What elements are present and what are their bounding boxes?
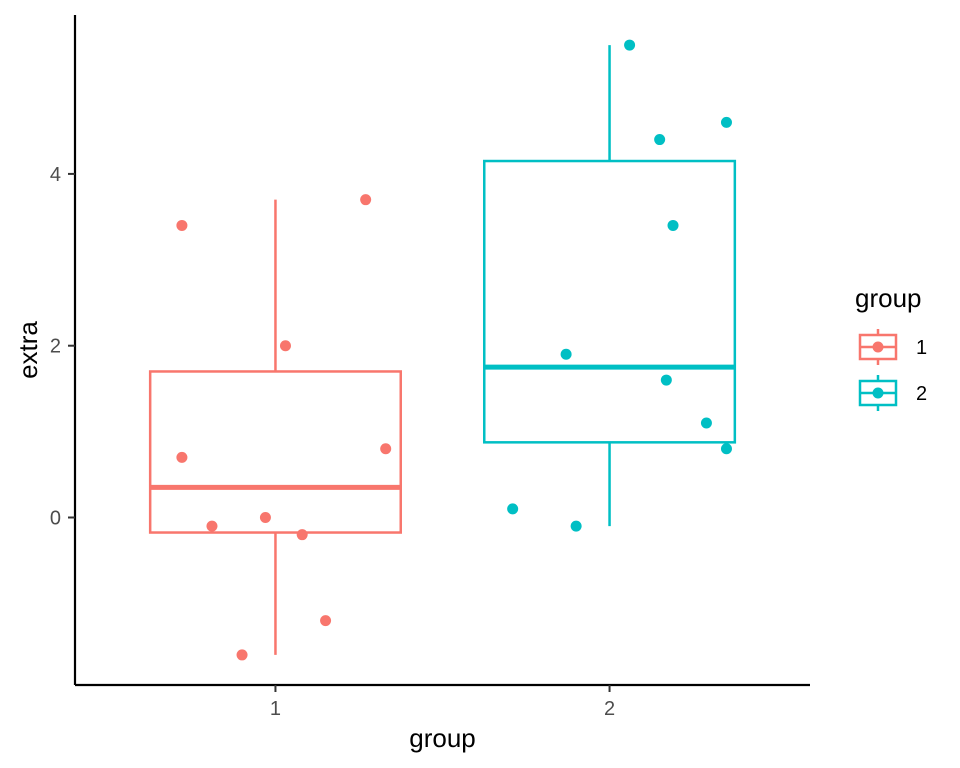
data-point [720,116,732,128]
data-point [380,443,392,455]
legend-key-point [872,387,884,399]
data-point [507,503,519,515]
data-point [176,451,188,463]
data-point [206,520,218,532]
x-tick-label: 1 [270,698,281,720]
data-point [624,39,636,51]
data-point [667,219,679,231]
legend-entries: 12 [858,329,927,411]
legend-label: 1 [916,337,927,359]
data-point [700,417,712,429]
box-1 [148,370,402,534]
box-group-1 [148,199,402,655]
legend-title: group [855,283,922,313]
legend: group 12 [855,283,927,411]
box-group-2 [483,45,737,527]
data-point [279,340,291,352]
legend-label: 2 [916,383,927,405]
y-axis-ticks: 0 2 4 [50,164,75,530]
data-point [560,348,572,360]
data-point [570,520,582,532]
x-tick-label: 2 [604,698,615,720]
y-tick-label: 4 [50,164,61,186]
box-2 [483,159,737,444]
y-tick-label: 2 [50,336,61,358]
data-point [360,194,372,206]
plot-area [148,39,737,661]
x-axis-title: group [409,723,476,753]
data-point [720,443,732,455]
legend-entry-1: 1 [858,329,927,365]
data-point [176,219,188,231]
data-point [259,512,271,523]
y-tick-label: 0 [50,508,61,530]
data-point [654,134,666,146]
legend-key-point [872,341,884,353]
legend-entry-2: 2 [858,375,927,411]
data-point [660,374,672,386]
data-point [296,529,308,541]
data-point [320,615,332,627]
y-axis-title: extra [13,321,43,379]
data-point [236,649,248,661]
